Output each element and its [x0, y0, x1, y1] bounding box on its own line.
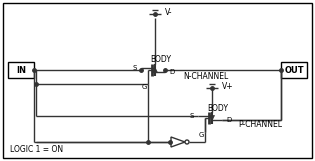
Text: BODY: BODY — [151, 55, 171, 63]
Text: N-CHANNEL: N-CHANNEL — [183, 71, 228, 80]
Polygon shape — [209, 115, 215, 120]
Text: D: D — [169, 69, 174, 75]
Text: G: G — [199, 132, 204, 138]
Polygon shape — [171, 137, 185, 147]
Bar — [281, 62, 307, 78]
Text: S: S — [190, 113, 194, 119]
Polygon shape — [152, 67, 158, 72]
Text: V+: V+ — [222, 81, 234, 90]
Bar — [8, 62, 34, 78]
Text: IN: IN — [16, 66, 26, 75]
Text: S: S — [133, 65, 137, 71]
Text: D: D — [226, 117, 231, 123]
Text: OUT: OUT — [284, 66, 304, 75]
Text: V-: V- — [165, 8, 173, 16]
Text: P-CHANNEL: P-CHANNEL — [238, 119, 282, 128]
Text: LOGIC 1 = ON: LOGIC 1 = ON — [10, 145, 63, 153]
Text: BODY: BODY — [208, 104, 228, 113]
Circle shape — [185, 140, 189, 144]
Text: G: G — [142, 84, 147, 90]
